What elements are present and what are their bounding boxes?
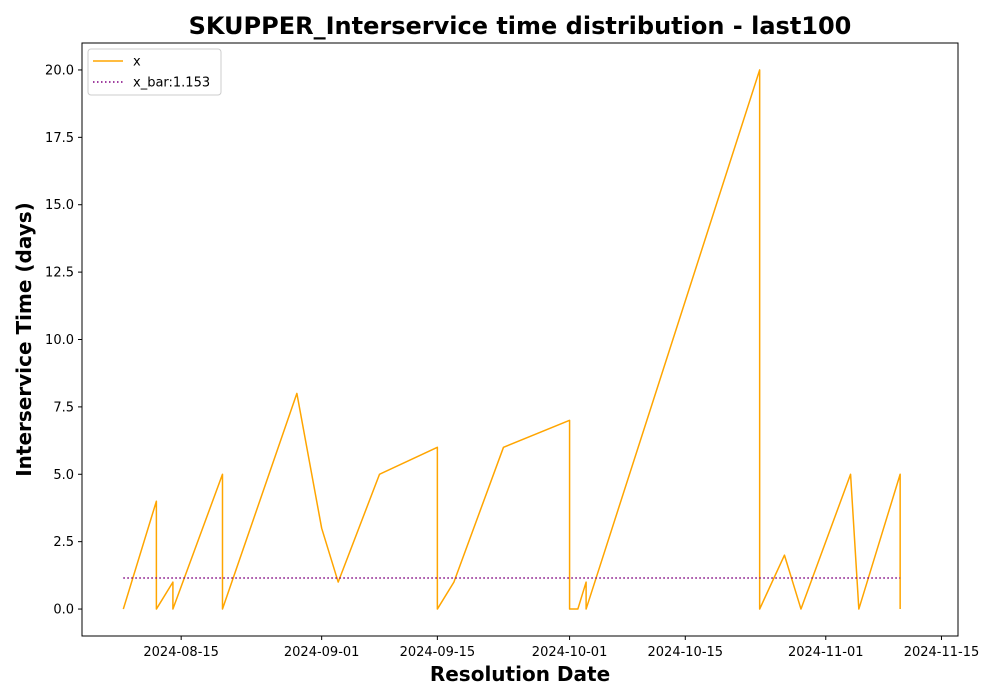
legend: x x_bar:1.153 [87, 48, 222, 96]
y-tick-label: 0.0 [53, 603, 74, 618]
x-axis: 2024-08-15 2024-09-01 2024-09-15 2024-10-01… [143, 636, 979, 660]
x-tick-label: 2024-09-15 [400, 645, 476, 660]
y-axis: 0.0 2.5 5.0 7.5 10.0 12.5 15.0 17.5 20.0 [45, 63, 82, 618]
series-line-1 [122, 69, 901, 610]
y-tick-label: 20.0 [45, 63, 74, 78]
x-tick-label: 2024-09-01 [284, 645, 360, 660]
y-tick-label: 17.5 [45, 131, 74, 146]
y-tick-label: 10.0 [45, 333, 74, 348]
x-tick-label: 2024-10-01 [532, 645, 608, 660]
y-axis-title: Interservice Time (days) [12, 202, 36, 477]
legend-label-1: x [133, 55, 141, 70]
x-tick-label: 2024-11-15 [904, 645, 980, 660]
y-tick-label: 5.0 [53, 468, 74, 483]
y-tick-label: 12.5 [45, 266, 74, 281]
y-tick-label: 2.5 [53, 535, 74, 550]
x-tick-label: 2024-10-15 [648, 645, 724, 660]
legend-label-2: x_bar:1.153 [133, 76, 210, 91]
plot-area [122, 69, 901, 610]
y-tick-label: 7.5 [53, 400, 74, 415]
chart-title: SKUPPER_Interservice time distribution -… [189, 12, 852, 40]
y-tick-label: 15.0 [45, 198, 74, 213]
x-tick-label: 2024-11-01 [788, 645, 864, 660]
x-tick-label: 2024-08-15 [143, 645, 219, 660]
x-axis-title: Resolution Date [430, 662, 610, 686]
